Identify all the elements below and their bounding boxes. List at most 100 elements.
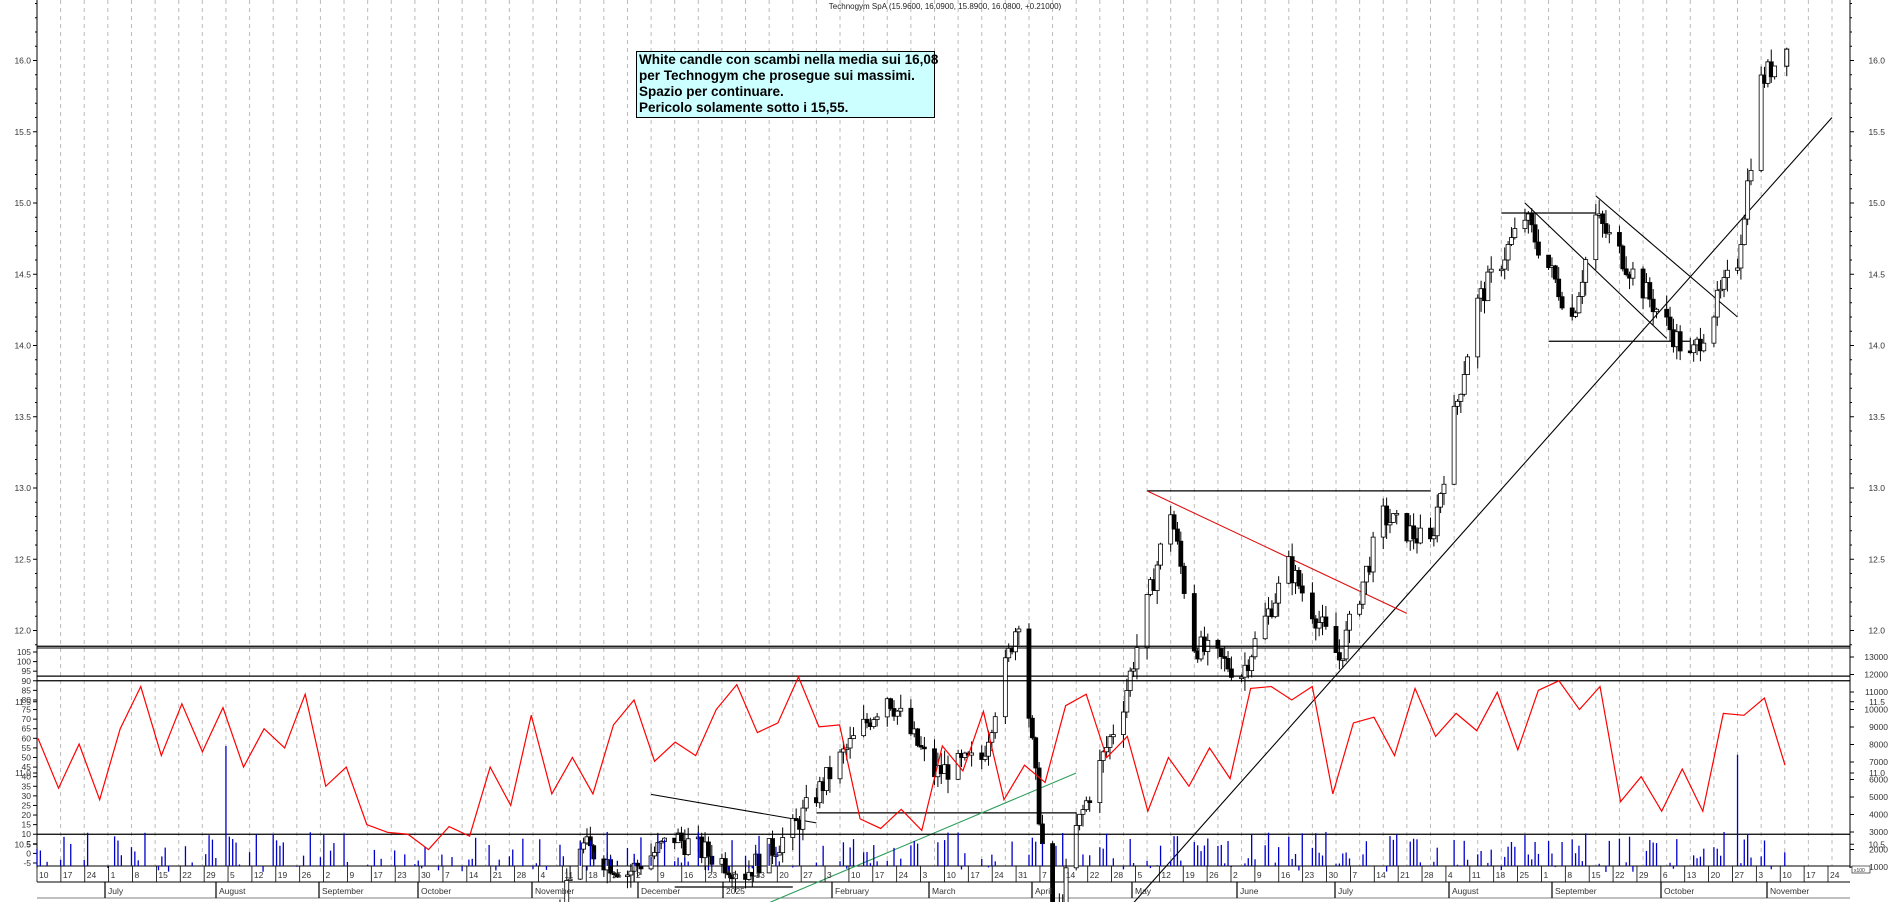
svg-text:23: 23 — [1305, 870, 1315, 880]
svg-text:2: 2 — [636, 870, 641, 880]
svg-text:24: 24 — [994, 870, 1004, 880]
svg-text:12000: 12000 — [1864, 670, 1888, 680]
svg-text:25: 25 — [612, 870, 622, 880]
svg-text:30: 30 — [1329, 870, 1339, 880]
svg-text:November: November — [535, 886, 574, 896]
svg-text:20: 20 — [779, 870, 789, 880]
svg-text:13.5: 13.5 — [1868, 412, 1885, 422]
svg-text:5000: 5000 — [1869, 792, 1888, 802]
svg-text:6: 6 — [1663, 870, 1668, 880]
svg-text:2: 2 — [326, 870, 331, 880]
svg-text:8: 8 — [135, 870, 140, 880]
svg-text:13.5: 13.5 — [14, 412, 31, 422]
svg-text:22: 22 — [1090, 870, 1100, 880]
svg-text:19: 19 — [1185, 870, 1195, 880]
svg-text:65: 65 — [22, 724, 32, 734]
svg-text:October: October — [421, 886, 451, 896]
svg-text:13: 13 — [755, 870, 765, 880]
svg-text:22: 22 — [182, 870, 192, 880]
svg-text:July: July — [108, 886, 124, 896]
svg-text:2025: 2025 — [726, 886, 745, 896]
svg-text:8000: 8000 — [1869, 740, 1888, 750]
svg-text:14.0: 14.0 — [1868, 341, 1885, 351]
svg-text:10: 10 — [22, 829, 32, 839]
svg-text:August: August — [219, 886, 246, 896]
grid — [36, 0, 1833, 866]
annotation-line-1: White candle con scambi nella media sui … — [639, 52, 939, 67]
svg-text:18: 18 — [588, 870, 598, 880]
svg-text:11: 11 — [564, 870, 573, 880]
date-axis — [36, 866, 1829, 898]
svg-text:15: 15 — [1591, 870, 1601, 880]
svg-text:10: 10 — [851, 870, 861, 880]
svg-text:14: 14 — [1066, 870, 1076, 880]
svg-text:2: 2 — [1233, 870, 1238, 880]
svg-text:11000: 11000 — [1865, 687, 1888, 697]
svg-text:27: 27 — [803, 870, 813, 880]
svg-text:March: March — [932, 886, 956, 896]
svg-text:September: September — [1555, 886, 1597, 896]
svg-text:28: 28 — [1424, 870, 1434, 880]
svg-text:22: 22 — [1615, 870, 1625, 880]
svg-text:11.0: 11.0 — [1869, 768, 1885, 778]
svg-text:60: 60 — [22, 733, 32, 743]
svg-text:December: December — [641, 886, 680, 896]
svg-text:11.0: 11.0 — [15, 768, 31, 778]
svg-text:February: February — [835, 886, 870, 896]
candles — [559, 47, 1790, 907]
svg-text:May: May — [1135, 886, 1152, 896]
svg-text:30: 30 — [22, 791, 32, 801]
annotation-line-3: Spazio per continuare. — [639, 84, 784, 99]
svg-text:15.0: 15.0 — [1868, 198, 1885, 208]
svg-text:23: 23 — [397, 870, 407, 880]
svg-text:21: 21 — [1400, 870, 1410, 880]
svg-text:3: 3 — [923, 870, 928, 880]
svg-text:14.0: 14.0 — [14, 341, 31, 351]
svg-text:40: 40 — [22, 772, 32, 782]
svg-text:24: 24 — [899, 870, 909, 880]
svg-text:9: 9 — [660, 870, 665, 880]
svg-text:14.5: 14.5 — [1868, 269, 1885, 279]
svg-text:12: 12 — [254, 870, 264, 880]
svg-text:18: 18 — [1496, 870, 1506, 880]
svg-text:1: 1 — [1543, 870, 1548, 880]
svg-text:25: 25 — [1520, 870, 1530, 880]
svg-text:10: 10 — [946, 870, 956, 880]
svg-text:26: 26 — [1209, 870, 1219, 880]
svg-text:November: November — [1770, 886, 1809, 896]
svg-text:15.5: 15.5 — [14, 127, 31, 137]
svg-text:6000: 6000 — [1869, 775, 1888, 785]
svg-text:4000: 4000 — [1869, 810, 1888, 820]
svg-text:September: September — [322, 886, 364, 896]
svg-text:15: 15 — [22, 820, 32, 830]
price-axis — [33, 3, 1854, 845]
svg-text:July: July — [1338, 886, 1354, 896]
svg-text:15.5: 15.5 — [1868, 127, 1885, 137]
svg-text:7: 7 — [445, 870, 450, 880]
svg-text:13.0: 13.0 — [14, 483, 31, 493]
svg-text:5: 5 — [26, 839, 31, 849]
svg-text:1: 1 — [111, 870, 116, 880]
svg-text:x100: x100 — [1854, 868, 1865, 874]
svg-text:3: 3 — [827, 870, 832, 880]
oscillator-line — [37, 675, 1786, 851]
oscillator-axis — [33, 651, 37, 864]
annotation-line-2: per Technogym che prosegue sui massimi. — [639, 68, 915, 83]
svg-text:21: 21 — [493, 870, 503, 880]
svg-text:20: 20 — [22, 810, 32, 820]
svg-text:11.5: 11.5 — [1869, 697, 1885, 707]
svg-text:28: 28 — [517, 870, 527, 880]
svg-text:October: October — [1664, 886, 1694, 896]
svg-text:4: 4 — [1448, 870, 1453, 880]
svg-text:11: 11 — [1472, 870, 1481, 880]
svg-text:75: 75 — [22, 705, 32, 715]
svg-text:50: 50 — [22, 753, 32, 763]
svg-text:12: 12 — [1161, 870, 1171, 880]
volume-bars — [36, 746, 1786, 872]
svg-text:17: 17 — [1806, 870, 1816, 880]
svg-text:2000: 2000 — [1869, 845, 1888, 855]
svg-text:7: 7 — [1352, 870, 1357, 880]
volume-axis — [1850, 656, 1854, 868]
